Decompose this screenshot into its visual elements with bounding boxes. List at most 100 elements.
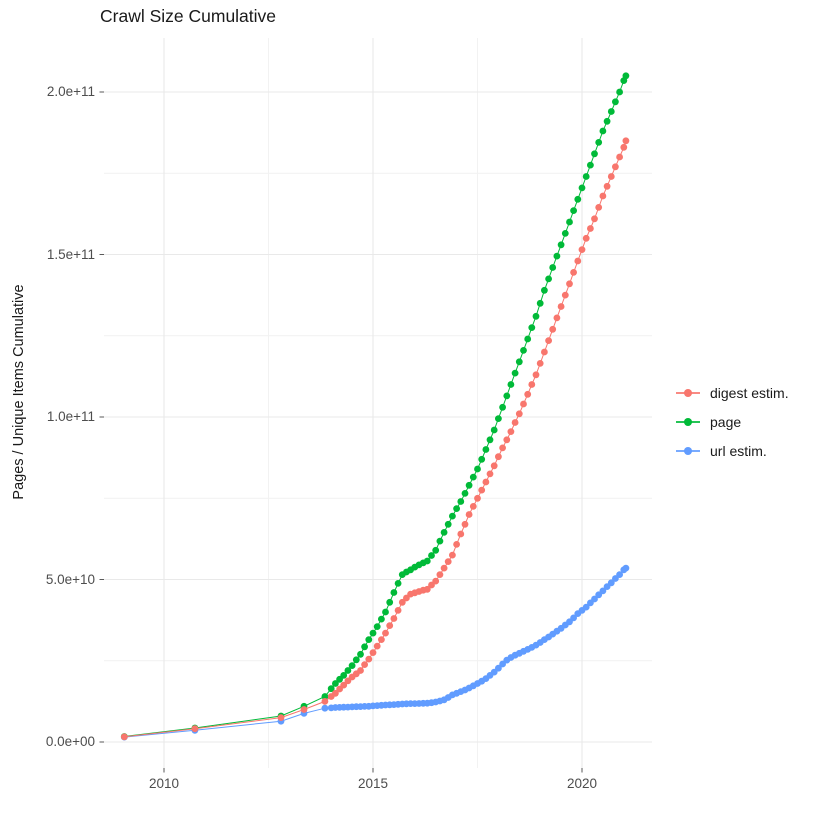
data-point: [365, 636, 373, 643]
data-point: [436, 537, 444, 545]
data-point: [440, 529, 448, 536]
data-point: [440, 564, 448, 572]
data-point: [465, 511, 473, 518]
data-point: [332, 680, 339, 687]
data-point: [457, 530, 465, 538]
data-point: [486, 470, 494, 478]
data-point: [503, 392, 511, 400]
data-point: [622, 137, 630, 145]
data-point: [365, 655, 373, 663]
data-point: [524, 390, 532, 398]
data-point: [582, 234, 590, 242]
data-point: [300, 706, 308, 713]
data-point: [321, 693, 329, 700]
data-point: [561, 291, 569, 299]
legend-item-digest-estim: digest estim.: [676, 378, 789, 407]
data-point: [332, 689, 339, 697]
data-point: [495, 664, 502, 672]
data-point: [474, 465, 481, 473]
data-point: [570, 207, 577, 215]
data-point: [394, 580, 402, 587]
data-point: [444, 558, 452, 565]
data-point: [398, 598, 406, 606]
chart-title: Crawl Size Cumulative: [100, 6, 277, 26]
legend: digest estim. page url estim.: [676, 378, 789, 465]
data-point: [369, 629, 377, 637]
data-point: [549, 264, 557, 271]
data-point: [348, 662, 356, 669]
data-point: [507, 428, 515, 435]
data-point: [511, 419, 519, 426]
data-point: [469, 503, 477, 510]
data-point: [511, 369, 519, 377]
data-point: [386, 622, 394, 629]
data-point: [591, 150, 598, 158]
data-point: [432, 577, 440, 585]
data-point: [423, 585, 431, 593]
data-point: [536, 299, 544, 307]
data-point: [553, 314, 561, 322]
data-point: [607, 173, 615, 180]
data-point: [478, 455, 486, 463]
data-point: [541, 348, 548, 356]
data-point: [361, 661, 368, 668]
data-point: [432, 546, 440, 554]
data-point: [515, 358, 523, 366]
data-point: [607, 579, 615, 587]
data-point: [599, 127, 607, 135]
data-point: [528, 381, 536, 388]
data-point: [520, 347, 527, 354]
legend-key-page-icon: [676, 414, 700, 430]
data-point: [191, 725, 199, 733]
data-point: [495, 453, 502, 461]
data-point: [545, 275, 552, 283]
data-point: [574, 257, 582, 265]
data-point: [344, 667, 352, 674]
data-point: [587, 225, 594, 232]
data-point: [595, 204, 603, 211]
data-point: [612, 98, 619, 106]
data-point: [465, 481, 473, 489]
data-point: [557, 241, 565, 249]
data-point: [622, 72, 630, 80]
data-point: [578, 246, 586, 254]
data-point: [382, 629, 389, 637]
data-point: [361, 643, 368, 651]
data-point: [515, 410, 523, 418]
data-point: [461, 520, 469, 528]
data-point: [570, 614, 577, 622]
data-point: [553, 252, 561, 260]
legend-key-digest-icon: [676, 385, 700, 401]
data-point: [340, 681, 348, 689]
data-point: [449, 512, 456, 520]
data-point: [378, 636, 385, 643]
data-point: [574, 195, 582, 203]
legend-item-page: page: [676, 407, 789, 436]
data-point: [382, 608, 389, 616]
data-point: [591, 215, 598, 223]
legend-key-url-icon: [676, 443, 700, 459]
data-point: [357, 667, 364, 674]
data-point: [532, 371, 540, 379]
data-point: [490, 426, 498, 434]
data-point: [532, 312, 540, 320]
data-point: [495, 415, 502, 422]
data-point: [482, 446, 490, 453]
data-point: [566, 218, 573, 226]
legend-label-digest: digest estim.: [710, 384, 789, 401]
data-point: [607, 108, 615, 115]
data-point: [469, 473, 477, 481]
data-point: [321, 704, 329, 712]
data-point: [620, 143, 628, 151]
data-point: [390, 615, 398, 622]
data-point: [369, 649, 377, 656]
data-point: [478, 486, 486, 494]
data-point: [444, 520, 452, 528]
data-point: [528, 324, 536, 331]
data-point: [490, 462, 498, 470]
data-point: [453, 541, 460, 548]
data-point: [474, 494, 481, 502]
data-point: [461, 490, 469, 497]
